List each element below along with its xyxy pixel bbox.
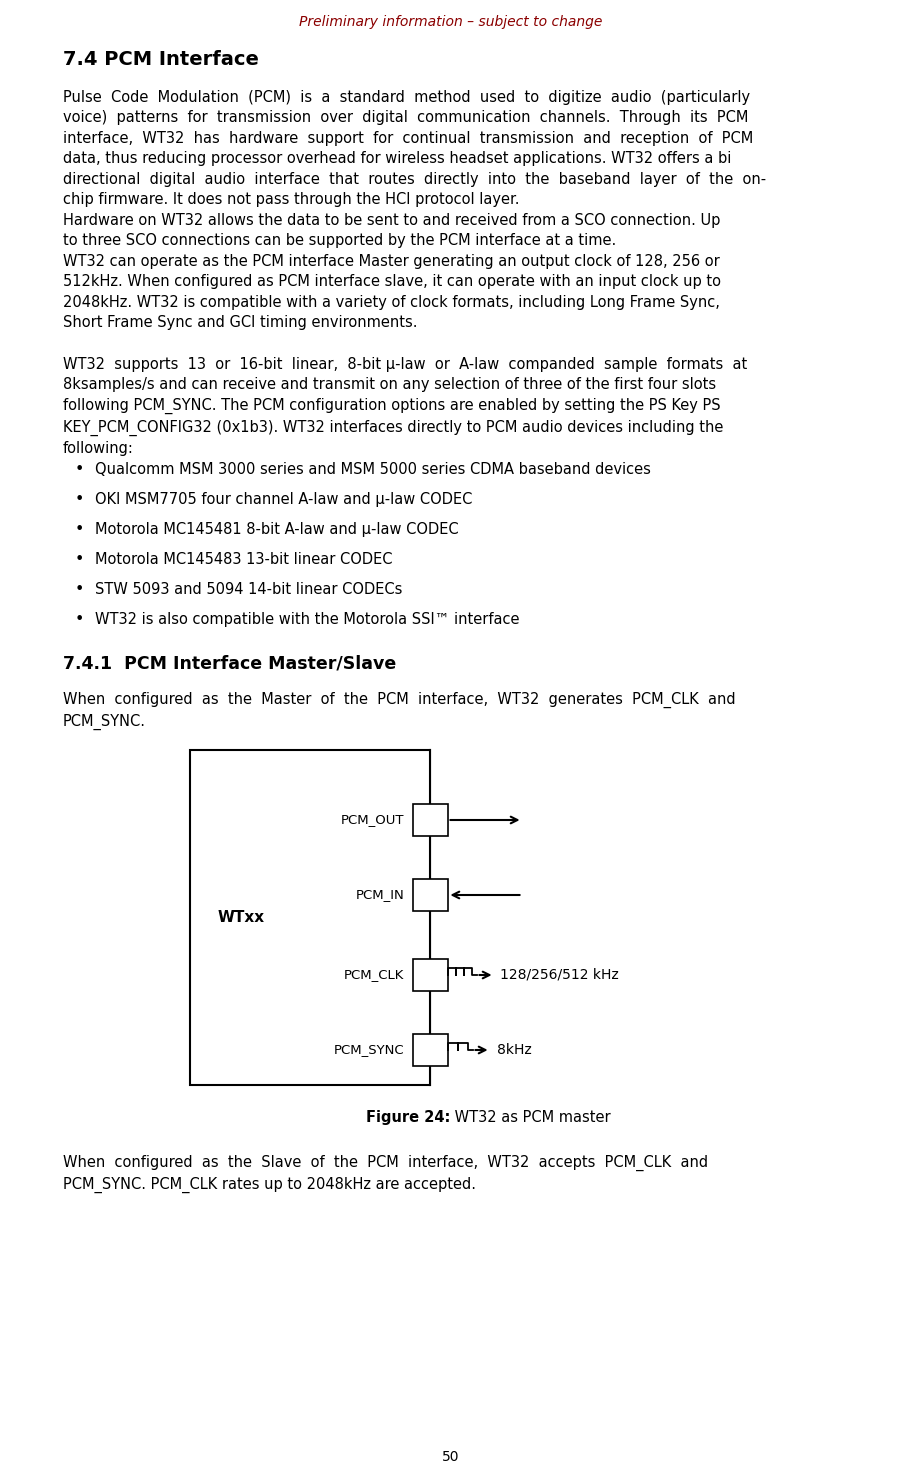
Bar [413, 879, 448, 911]
Text: Hardware on WT32 allows the data to be sent to and received from a SCO connectio: Hardware on WT32 allows the data to be s… [63, 213, 721, 248]
Bar [413, 805, 448, 836]
Text: WT32 is also compatible with the Motorola SSI™ interface: WT32 is also compatible with the Motorol… [95, 612, 520, 627]
Bar [413, 958, 448, 991]
Text: Qualcomm MSM 3000 series and MSM 5000 series CDMA baseband devices: Qualcomm MSM 3000 series and MSM 5000 se… [95, 461, 651, 478]
Text: STW 5093 and 5094 14-bit linear CODECs: STW 5093 and 5094 14-bit linear CODECs [95, 583, 403, 598]
Text: PCM_IN: PCM_IN [356, 889, 405, 902]
Text: 128/256/512 kHz: 128/256/512 kHz [500, 967, 619, 982]
Text: •: • [75, 522, 85, 537]
Text: 7.4.1  PCM Interface Master/Slave: 7.4.1 PCM Interface Master/Slave [63, 654, 396, 671]
Text: •: • [75, 583, 85, 598]
Text: Pulse  Code  Modulation  (PCM)  is  a  standard  method  used  to  digitize  aud: Pulse Code Modulation (PCM) is a standar… [63, 90, 766, 207]
Text: When  configured  as  the  Slave  of  the  PCM  interface,  WT32  accepts  PCM_C: When configured as the Slave of the PCM … [63, 1155, 708, 1192]
Text: WT32  supports  13  or  16-bit  linear,  8-bit μ-law  or  A-law  companded  samp: WT32 supports 13 or 16-bit linear, 8-bit… [63, 356, 747, 456]
Text: 7.4 PCM Interface: 7.4 PCM Interface [63, 50, 259, 70]
Text: •: • [75, 612, 85, 627]
Text: 50: 50 [441, 1449, 460, 1464]
Text: •: • [75, 493, 85, 507]
Bar [413, 1034, 448, 1066]
Text: PCM_OUT: PCM_OUT [341, 813, 405, 827]
Text: Preliminary information – subject to change: Preliminary information – subject to cha… [299, 15, 602, 30]
Bar [190, 750, 430, 1086]
Text: Motorola MC145483 13-bit linear CODEC: Motorola MC145483 13-bit linear CODEC [95, 552, 393, 566]
Text: WTxx: WTxx [218, 910, 265, 924]
Text: 8kHz: 8kHz [496, 1043, 532, 1057]
Text: PCM_CLK: PCM_CLK [344, 969, 405, 982]
Text: WT32 as PCM master: WT32 as PCM master [450, 1111, 611, 1126]
Text: WT32 can operate as the PCM interface Master generating an output clock of 128, : WT32 can operate as the PCM interface Ma… [63, 254, 721, 330]
Text: PCM_SYNC: PCM_SYNC [334, 1044, 405, 1056]
Text: Motorola MC145481 8-bit A-law and μ-law CODEC: Motorola MC145481 8-bit A-law and μ-law … [95, 522, 459, 537]
Text: Figure 24:: Figure 24: [366, 1111, 450, 1126]
Text: When  configured  as  the  Master  of  the  PCM  interface,  WT32  generates  PC: When configured as the Master of the PCM… [63, 692, 735, 729]
Text: •: • [75, 461, 85, 478]
Text: •: • [75, 552, 85, 566]
Text: OKI MSM7705 four channel A-law and μ-law CODEC: OKI MSM7705 four channel A-law and μ-law… [95, 493, 472, 507]
